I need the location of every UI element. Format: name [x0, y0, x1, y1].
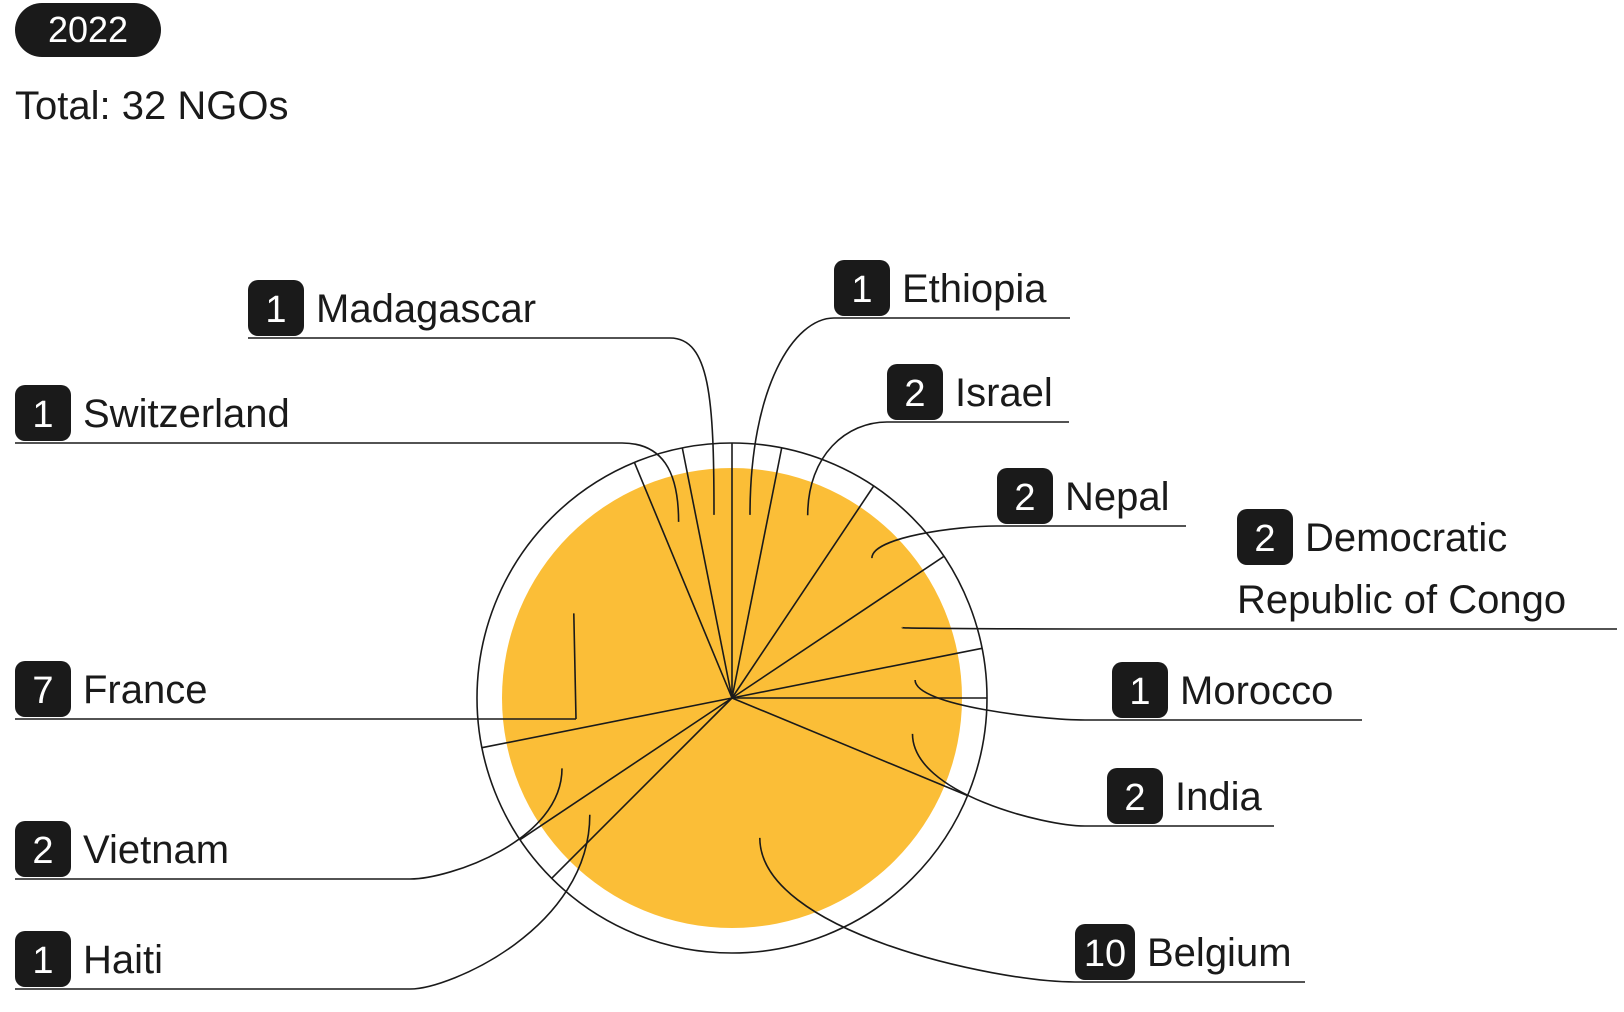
value-label-nepal: 2 — [1014, 477, 1035, 519]
slice-boundary-israel — [731, 447, 783, 699]
value-label-democratic-republic-of-congo: 2 — [1254, 518, 1275, 560]
value-label-israel: 2 — [904, 373, 925, 415]
leader-madagascar — [669, 337, 715, 515]
category-label-france: France — [83, 668, 208, 712]
value-label-madagascar: 1 — [265, 289, 286, 331]
slice-boundary-morocco — [731, 647, 983, 699]
category-label-madagascar: Madagascar — [316, 287, 536, 331]
slice-boundary-france — [481, 697, 733, 749]
slice-boundary-haiti — [551, 697, 733, 879]
leader-nepal — [871, 525, 998, 559]
leader-haiti — [409, 814, 591, 990]
leader-belgium — [759, 837, 1076, 983]
value-badge-ethiopia — [834, 260, 890, 316]
value-label-france: 7 — [32, 670, 53, 712]
value-label-haiti: 1 — [32, 940, 53, 982]
total-count: Total: 32 NGOs — [15, 84, 289, 128]
category-label-ethiopia: Ethiopia — [902, 267, 1047, 311]
leader-democratic-republic-of-congo — [901, 626, 1086, 630]
value-label-india: 2 — [1124, 777, 1145, 819]
category-label-democratic-republic-of-congo-2: Republic of Congo — [1237, 578, 1566, 622]
leader-ethiopia — [749, 317, 835, 515]
slice-boundary-switzerland — [633, 462, 733, 699]
value-badge-vietnam — [15, 821, 71, 877]
value-badge-nepal — [997, 468, 1053, 524]
leader-india — [911, 733, 1086, 827]
category-label-democratic-republic-of-congo-1: Democratic — [1305, 516, 1507, 560]
slice-boundary-vietnam — [519, 697, 733, 841]
value-label-ethiopia: 1 — [851, 269, 872, 311]
category-label-israel: Israel — [955, 371, 1053, 415]
leader-switzerland — [621, 442, 680, 522]
value-badge-morocco — [1112, 662, 1168, 718]
category-label-haiti: Haiti — [83, 938, 163, 982]
value-label-belgium: 10 — [1084, 933, 1126, 975]
value-label-switzerland: 1 — [32, 394, 53, 436]
category-label-nepal: Nepal — [1065, 475, 1170, 519]
category-label-india: India — [1175, 775, 1262, 819]
value-badge-madagascar — [248, 280, 304, 336]
value-badge-belgium — [1075, 924, 1135, 980]
category-label-belgium: Belgium — [1147, 931, 1292, 975]
leader-israel — [806, 421, 888, 516]
leader-morocco — [914, 679, 1086, 721]
slice-boundary-belgium — [731, 697, 968, 797]
category-label-switzerland: Switzerland — [83, 392, 290, 436]
slice-boundary-democratic-republic-of-congo — [731, 555, 945, 699]
slice-boundary-nepal — [731, 485, 875, 699]
year-badge: 2022 — [15, 3, 161, 57]
slice-boundary-madagascar — [681, 447, 733, 699]
value-badge-france — [15, 661, 71, 717]
value-badge-israel — [887, 364, 943, 420]
value-badge-democratic-republic-of-congo — [1237, 509, 1293, 565]
value-label-vietnam: 2 — [32, 830, 53, 872]
value-badge-india — [1107, 768, 1163, 824]
category-label-morocco: Morocco — [1180, 669, 1333, 713]
leader-france — [573, 613, 577, 720]
value-badge-haiti — [15, 931, 71, 987]
value-badge-switzerland — [15, 385, 71, 441]
category-label-vietnam: Vietnam — [83, 828, 229, 872]
leader-vietnam — [409, 768, 563, 880]
value-label-morocco: 1 — [1129, 671, 1150, 713]
